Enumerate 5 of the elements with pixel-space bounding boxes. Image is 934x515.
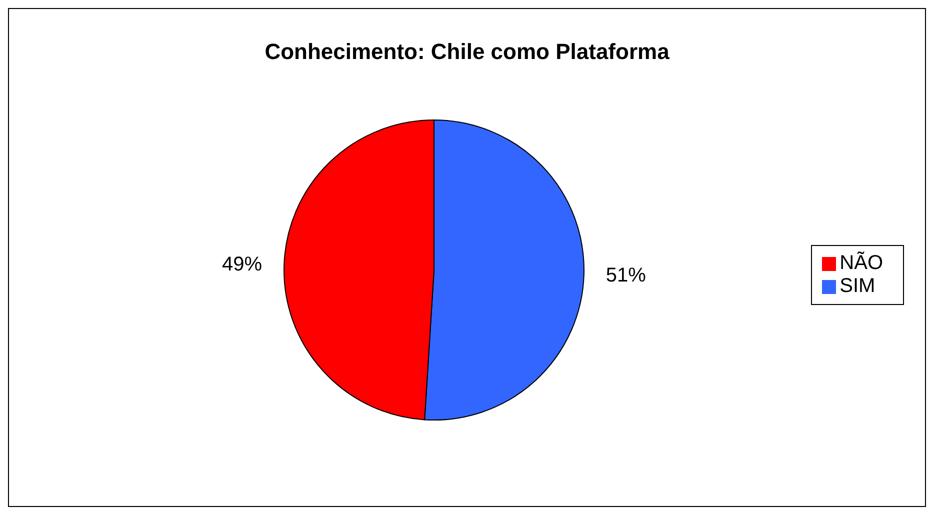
legend-label: SIM: [840, 275, 876, 297]
data-label: 49%: [222, 254, 262, 276]
legend-label: NÃO: [840, 252, 883, 274]
data-label: 51%: [606, 264, 646, 286]
chart-title: Conhecimento: Chile como Plataforma: [264, 38, 670, 65]
